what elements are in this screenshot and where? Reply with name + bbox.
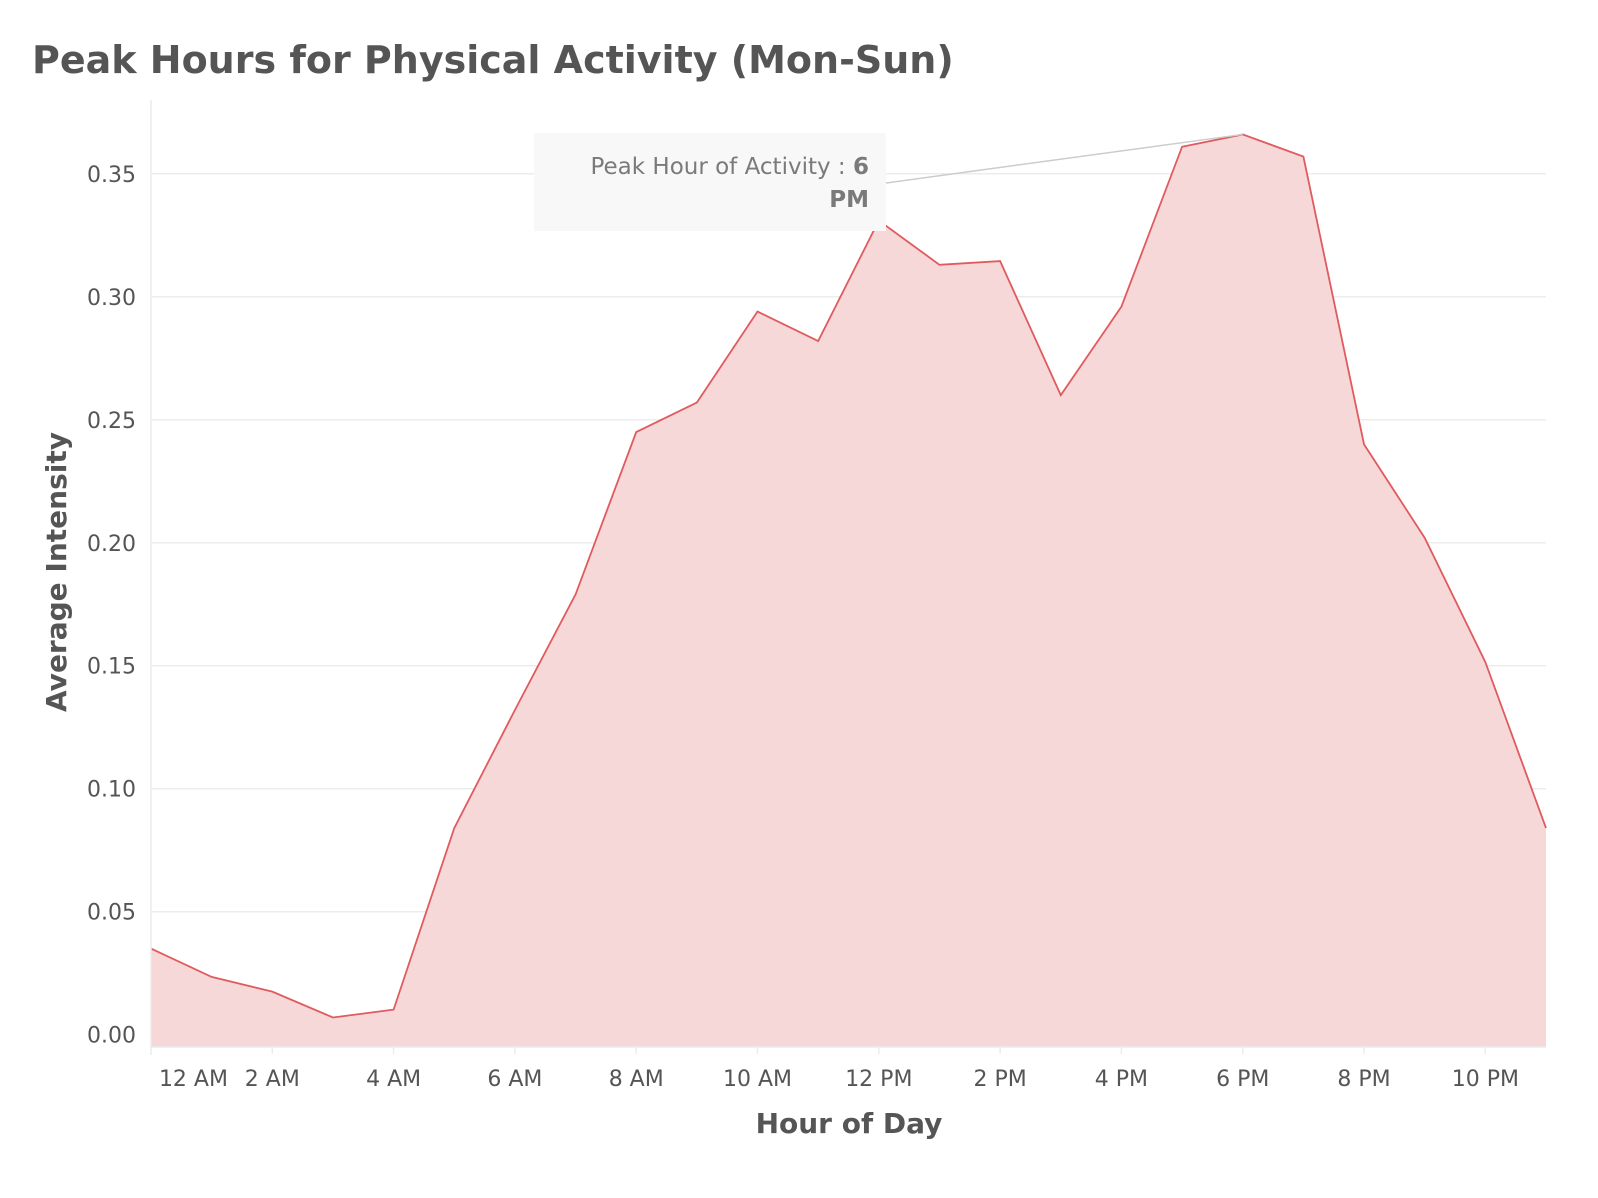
x-axis-ticks: 12 AM 2 AM 4 AM 6 AM 8 AM 10 AM 12 PM 2 PM 4 PM 6… (159, 1047, 1519, 1092)
x-tick-label: 8 PM (1337, 1067, 1390, 1092)
x-tick-label: 4 AM (366, 1067, 421, 1092)
x-tick-label: 8 AM (609, 1067, 664, 1092)
annotation-value-line2: PM (829, 187, 869, 213)
x-tick-label: 6 AM (487, 1067, 542, 1092)
x-tick-label: 4 PM (1095, 1067, 1148, 1092)
annotation-text: Peak Hour of Activity : 6 (590, 154, 869, 180)
chart-title: Peak Hours for Physical Activity (Mon-Su… (32, 38, 954, 82)
x-tick-label: 10 PM (1452, 1067, 1519, 1092)
x-tick-label: 2 PM (974, 1067, 1027, 1092)
y-tick-label: 0.30 (87, 286, 136, 311)
annotation-value-line1: 6 (853, 154, 869, 180)
y-tick-label: 0.35 (87, 163, 136, 188)
y-tick-label: 0.20 (87, 532, 136, 557)
peak-annotation: Peak Hour of Activity : 6 PM (534, 133, 1243, 231)
x-tick-label: 10 AM (723, 1067, 792, 1092)
y-axis-ticks: 0.00 0.05 0.10 0.15 0.20 0.25 0.30 0.35 (87, 163, 136, 1049)
y-tick-label: 0.00 (87, 1024, 136, 1049)
annotation-connector (885, 133, 1243, 184)
x-tick-label: 12 AM (159, 1067, 228, 1092)
y-tick-label: 0.10 (87, 778, 136, 803)
x-tick-label: 6 PM (1216, 1067, 1269, 1092)
series-line (150, 133, 1547, 1019)
y-tick-label: 0.05 (87, 901, 136, 926)
y-tick-label: 0.15 (87, 655, 136, 680)
x-tick-label: 2 AM (245, 1067, 300, 1092)
annotation-box (534, 133, 886, 231)
x-tick-label: 12 PM (845, 1067, 912, 1092)
x-axis-title: Hour of Day (756, 1107, 943, 1140)
area-fill (151, 134, 1546, 1047)
annotation-label: Peak Hour of Activity : (590, 154, 853, 180)
y-tick-label: 0.25 (87, 409, 136, 434)
y-axis-title: Average Intensity (40, 432, 73, 712)
